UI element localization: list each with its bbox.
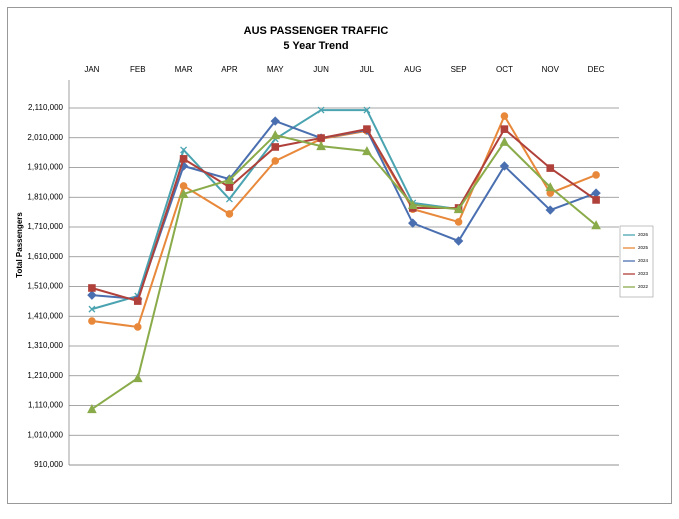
x-tick-label: OCT xyxy=(496,65,513,74)
point xyxy=(592,171,600,179)
x-tick-label: APR xyxy=(221,65,238,74)
y-tick-label: 2,110,000 xyxy=(28,103,64,112)
x-tick-label: JAN xyxy=(84,65,99,74)
legend-label: 2023 xyxy=(638,271,649,276)
point xyxy=(270,116,280,126)
legend-label: 2022 xyxy=(638,284,649,289)
y-tick-label: 910,000 xyxy=(34,460,63,469)
point xyxy=(545,182,556,192)
y-tick-label: 1,810,000 xyxy=(27,192,63,201)
point xyxy=(133,323,142,331)
x-tick-label: DEC xyxy=(588,65,605,74)
point xyxy=(132,373,143,383)
x-tick-label: MAY xyxy=(267,65,284,74)
x-tick-label: NOV xyxy=(542,65,560,74)
point xyxy=(225,183,234,191)
y-tick-label: 1,110,000 xyxy=(28,401,64,410)
point xyxy=(363,125,371,133)
point xyxy=(225,195,233,203)
point xyxy=(591,220,601,230)
point xyxy=(317,134,325,142)
point xyxy=(271,157,280,165)
y-tick-label: 1,510,000 xyxy=(27,282,63,291)
y-tick-label: 1,010,000 xyxy=(27,430,63,439)
point xyxy=(592,196,600,204)
point xyxy=(454,218,463,226)
y-tick-label: 1,910,000 xyxy=(27,163,63,172)
point xyxy=(180,146,188,154)
point xyxy=(453,236,464,246)
series-line xyxy=(91,133,597,410)
point xyxy=(224,174,235,184)
y-tick-label: 1,410,000 xyxy=(27,311,63,320)
point xyxy=(179,155,188,163)
point xyxy=(546,164,555,172)
point xyxy=(271,143,280,151)
y-tick-label: 1,610,000 xyxy=(27,252,63,261)
y-tick-label: 1,210,000 xyxy=(27,371,63,380)
chart-subtitle: 5 Year Trend xyxy=(283,40,348,52)
x-tick-label: SEP xyxy=(451,65,467,74)
legend-label: 2026 xyxy=(638,232,649,237)
point xyxy=(500,112,509,120)
y-tick-label: 2,010,000 xyxy=(27,133,63,142)
point xyxy=(225,210,234,218)
x-tick-label: JUN xyxy=(313,65,329,74)
point xyxy=(88,317,96,325)
point xyxy=(499,136,510,146)
point xyxy=(178,188,189,198)
point xyxy=(133,297,142,305)
point xyxy=(453,204,464,214)
y-axis-label: Total Passengers xyxy=(15,212,24,278)
y-tick-label: 1,310,000 xyxy=(27,341,63,350)
chart-frame xyxy=(7,7,672,504)
point xyxy=(363,106,371,114)
point xyxy=(270,130,281,140)
point xyxy=(407,199,418,209)
point xyxy=(316,141,326,151)
point xyxy=(87,404,97,414)
point xyxy=(87,290,97,300)
series-line xyxy=(91,127,597,303)
legend-label: 2024 xyxy=(638,258,649,263)
point xyxy=(88,305,96,313)
point xyxy=(88,284,96,292)
point xyxy=(499,161,510,171)
chart-title: AUS PASSENGER TRAFFIC xyxy=(244,25,389,37)
point xyxy=(408,218,418,228)
x-tick-label: JUL xyxy=(360,65,375,74)
x-tick-label: AUG xyxy=(404,65,421,74)
point xyxy=(362,146,372,156)
point xyxy=(500,125,509,133)
point xyxy=(179,182,188,190)
y-tick-label: 1,710,000 xyxy=(27,222,63,231)
x-tick-label: FEB xyxy=(130,65,146,74)
point xyxy=(317,106,325,114)
legend-label: 2025 xyxy=(638,245,649,250)
point xyxy=(545,205,555,215)
x-tick-label: MAR xyxy=(175,65,193,74)
